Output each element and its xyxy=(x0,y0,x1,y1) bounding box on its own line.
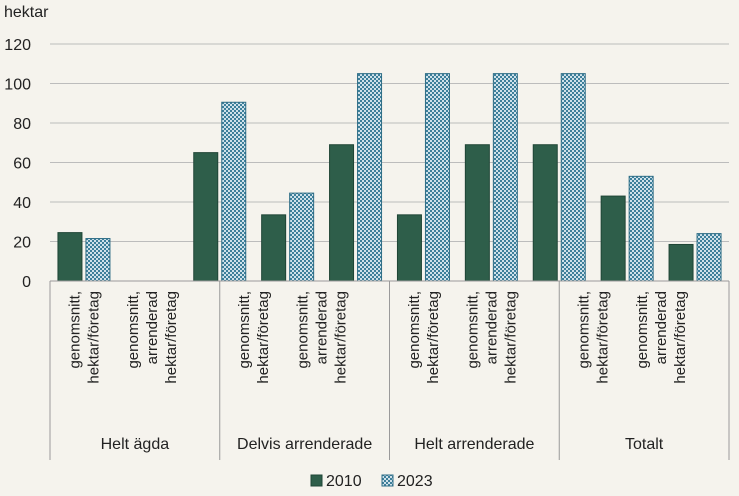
bar-2010 xyxy=(329,144,355,282)
y-tick-label: 0 xyxy=(22,274,31,291)
x-category-label: arrenderad xyxy=(144,291,161,364)
group-label: Helt arrenderade xyxy=(414,436,534,453)
legend-label-2023: 2023 xyxy=(397,473,433,490)
x-category-label: hektar/företag xyxy=(85,291,102,384)
y-tick-label: 120 xyxy=(4,37,31,54)
y-tick-label: 20 xyxy=(13,235,31,252)
bar-2023 xyxy=(560,73,586,282)
bar-2023 xyxy=(628,175,654,282)
x-category-label: genomsnitt, xyxy=(406,291,423,369)
x-category-label: genomsnitt, xyxy=(464,291,481,369)
bar-2023 xyxy=(289,192,315,282)
x-category-label: hektar/företag xyxy=(595,291,612,384)
x-category-label: genomsnitt, xyxy=(236,291,253,369)
y-axis-unit-label: hektar xyxy=(4,4,49,21)
bar-2010 xyxy=(464,144,490,282)
legend-swatch-2023 xyxy=(381,474,394,487)
axes: hektar 0 20 40 60 80 100 120 Helt ägda genomsnitt… xyxy=(4,4,730,460)
x-category-label: genomsnitt, xyxy=(125,291,142,369)
group-label: Helt ägda xyxy=(101,436,170,453)
x-category-label: arrenderad xyxy=(314,291,331,364)
bar-2023 xyxy=(357,73,383,282)
y-tick-label: 40 xyxy=(13,195,31,212)
y-tick-label: 100 xyxy=(4,77,31,94)
group-label: Totalt xyxy=(625,436,664,453)
x-category-label: arrenderad xyxy=(653,291,670,364)
y-tick-label: 80 xyxy=(13,116,31,133)
x-category-label: arrenderad xyxy=(483,291,500,364)
bar-2010 xyxy=(668,243,694,282)
x-category-label: genomsnitt, xyxy=(66,291,83,369)
bar-2023 xyxy=(492,73,518,282)
bar-2010 xyxy=(600,195,626,282)
x-category-label: genomsnitt, xyxy=(634,291,651,369)
bars xyxy=(57,73,722,282)
bar-2010 xyxy=(532,144,558,282)
x-category-label: hektar/företag xyxy=(425,291,442,384)
bar-2023 xyxy=(424,73,450,282)
legend-swatch-2010 xyxy=(310,474,323,487)
x-category-label: hektar/företag xyxy=(255,291,272,384)
x-category-label: hektar/företag xyxy=(333,291,350,384)
legend-label-2010: 2010 xyxy=(326,473,362,490)
x-category-label: hektar/företag xyxy=(672,291,689,384)
group-label: Delvis arrenderade xyxy=(237,436,372,453)
gridlines xyxy=(50,43,729,242)
x-category-label: genomsnitt, xyxy=(576,291,593,369)
legend: 2010 2023 xyxy=(310,473,433,490)
bar-2010 xyxy=(193,152,219,282)
bar-2023 xyxy=(696,233,722,282)
bar-2010 xyxy=(57,232,83,282)
y-tick-label: 60 xyxy=(13,156,31,173)
bar-2023 xyxy=(85,238,111,282)
bar-2010 xyxy=(261,214,287,282)
x-category-label: hektar/företag xyxy=(502,291,519,384)
x-category-label: hektar/företag xyxy=(163,291,180,384)
x-category-label: genomsnitt, xyxy=(295,291,312,369)
bar-2010 xyxy=(396,214,422,282)
bar-2023 xyxy=(221,101,247,282)
